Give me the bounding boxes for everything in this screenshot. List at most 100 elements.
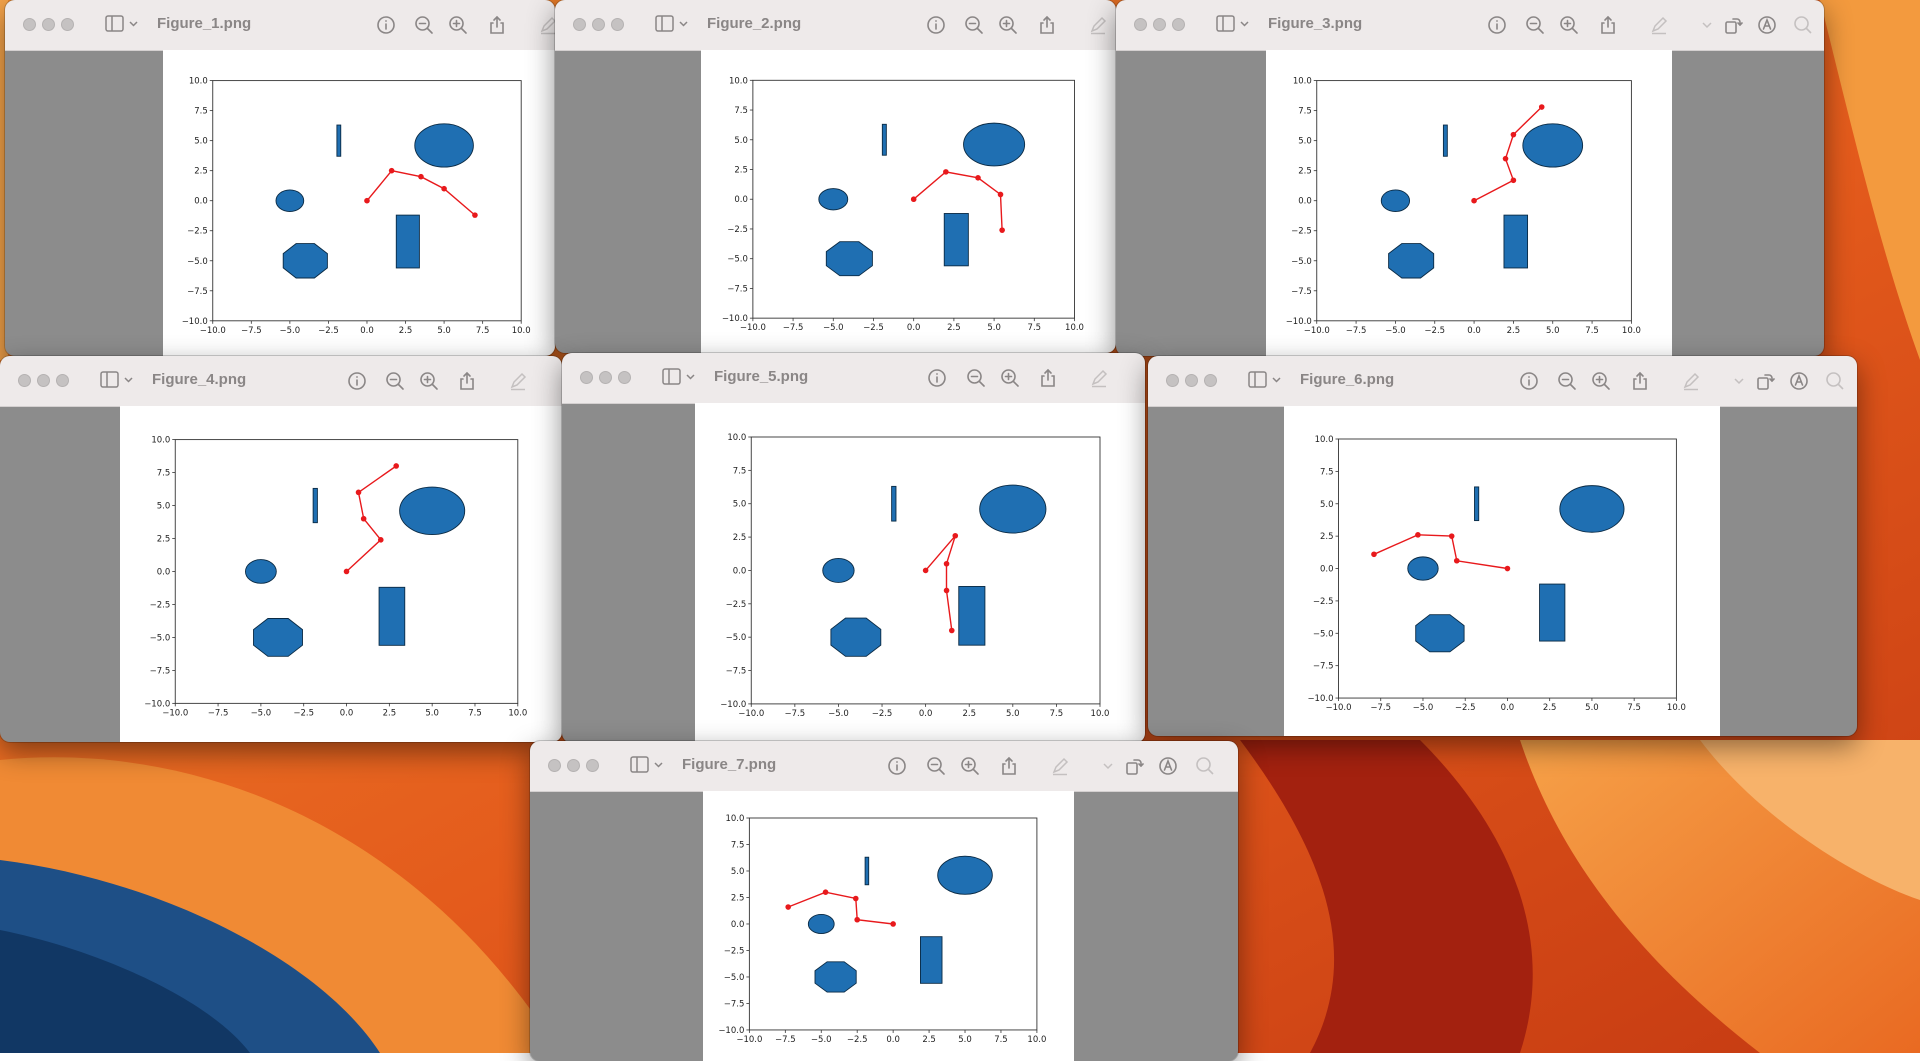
zoom-out-icon[interactable] <box>384 370 406 392</box>
window-titlebar[interactable]: Figure_2.png <box>555 0 1116 51</box>
window-titlebar[interactable]: Figure_5.png <box>562 353 1145 404</box>
zoom-button[interactable] <box>611 18 624 31</box>
share-icon[interactable] <box>1037 367 1059 389</box>
large-ellipse <box>414 123 474 168</box>
y-tick-label: −10.0 <box>182 317 208 327</box>
markup-pen-icon[interactable] <box>507 370 529 392</box>
preview-window[interactable]: Figure_5.png −10.0 −10.0 −7.5 −7.5 −5.0 −5.0 −2… <box>562 353 1145 743</box>
zoom-button[interactable] <box>61 18 74 31</box>
info-icon[interactable] <box>926 367 948 389</box>
zoom-out-icon[interactable] <box>925 755 947 777</box>
minimize-button[interactable] <box>567 759 580 772</box>
close-button[interactable] <box>580 371 593 384</box>
search-icon[interactable] <box>1194 755 1216 777</box>
zoom-in-icon[interactable] <box>418 370 440 392</box>
zoom-button[interactable] <box>618 371 631 384</box>
markup-pen-icon[interactable] <box>1680 370 1702 392</box>
zoom-button[interactable] <box>1204 374 1217 387</box>
zoom-out-icon[interactable] <box>1524 14 1546 36</box>
markup-pen-icon[interactable] <box>1648 14 1670 36</box>
zoom-out-icon[interactable] <box>965 367 987 389</box>
share-icon[interactable] <box>1597 14 1619 36</box>
minimize-button[interactable] <box>1153 18 1166 31</box>
chevron-down-icon[interactable] <box>1097 755 1113 777</box>
preview-window[interactable]: Figure_3.png −10.0 −10.0 −7.5 −7.5 −5.0 −5.0 −2… <box>1116 0 1824 356</box>
rotate-icon[interactable] <box>1722 14 1744 36</box>
window-controls[interactable] <box>1166 374 1223 392</box>
zoom-in-icon[interactable] <box>447 14 469 36</box>
zoom-button[interactable] <box>586 759 599 772</box>
info-icon[interactable] <box>1486 14 1508 36</box>
sidebar-toggle-icon[interactable] <box>630 756 670 774</box>
preview-window[interactable]: Figure_4.png −10.0 −10.0 −7.5 −7.5 −5.0 −5.0 −2… <box>0 356 562 742</box>
sidebar-toggle-icon[interactable] <box>105 15 145 33</box>
markup-circle-icon[interactable] <box>1157 755 1179 777</box>
info-icon[interactable] <box>886 755 908 777</box>
markup-pen-icon[interactable] <box>537 14 555 36</box>
preview-window[interactable]: Figure_6.png −10.0 −10.0 −7.5 −7.5 −5.0 −5.0 −2… <box>1148 356 1857 736</box>
minimize-button[interactable] <box>599 371 612 384</box>
chevron-down-icon[interactable] <box>1728 370 1744 392</box>
search-icon[interactable] <box>1792 14 1814 36</box>
window-controls[interactable] <box>1134 18 1191 36</box>
preview-window[interactable]: Figure_1.png −10.0 −10.0 −7.5 −7.5 −5.0 −5.0 −2… <box>5 0 555 356</box>
close-button[interactable] <box>1134 18 1147 31</box>
markup-circle-icon[interactable] <box>1788 370 1810 392</box>
zoom-in-icon[interactable] <box>1558 14 1580 36</box>
zoom-in-icon[interactable] <box>959 755 981 777</box>
arm-chain-line <box>1373 534 1508 570</box>
window-controls[interactable] <box>548 759 605 777</box>
minimize-button[interactable] <box>592 18 605 31</box>
share-icon[interactable] <box>998 755 1020 777</box>
chevron-down-icon[interactable] <box>1696 14 1712 36</box>
window-controls[interactable] <box>580 371 637 389</box>
x-tick-label: 5.0 <box>1585 703 1599 713</box>
window-titlebar[interactable]: Figure_3.png <box>1116 0 1824 51</box>
zoom-out-icon[interactable] <box>1556 370 1578 392</box>
markup-circle-icon[interactable] <box>1756 14 1778 36</box>
window-titlebar[interactable]: Figure_6.png <box>1148 356 1857 407</box>
window-controls[interactable] <box>18 374 75 392</box>
zoom-in-icon[interactable] <box>1590 370 1612 392</box>
markup-pen-icon[interactable] <box>1049 755 1071 777</box>
zoom-out-icon[interactable] <box>963 14 985 36</box>
window-controls[interactable] <box>573 18 630 36</box>
info-icon[interactable] <box>375 14 397 36</box>
share-icon[interactable] <box>456 370 478 392</box>
share-icon[interactable] <box>1036 14 1058 36</box>
close-button[interactable] <box>23 18 36 31</box>
window-titlebar[interactable]: Figure_7.png <box>530 741 1238 792</box>
sidebar-toggle-icon[interactable] <box>655 15 695 33</box>
info-icon[interactable] <box>925 14 947 36</box>
close-button[interactable] <box>573 18 586 31</box>
sidebar-toggle-icon[interactable] <box>1248 371 1288 389</box>
share-icon[interactable] <box>1629 370 1651 392</box>
zoom-in-icon[interactable] <box>999 367 1021 389</box>
close-button[interactable] <box>548 759 561 772</box>
zoom-out-icon[interactable] <box>413 14 435 36</box>
minimize-button[interactable] <box>37 374 50 387</box>
preview-window[interactable]: Figure_7.png −10.0 −10.0 −7.5 −7.5 −5.0 −5.0 −2… <box>530 741 1238 1061</box>
sidebar-toggle-icon[interactable] <box>100 371 140 389</box>
zoom-button[interactable] <box>56 374 69 387</box>
info-icon[interactable] <box>1518 370 1540 392</box>
search-icon[interactable] <box>1824 370 1846 392</box>
info-icon[interactable] <box>346 370 368 392</box>
minimize-button[interactable] <box>1185 374 1198 387</box>
window-titlebar[interactable]: Figure_1.png <box>5 0 555 51</box>
window-controls[interactable] <box>23 18 80 36</box>
sidebar-toggle-icon[interactable] <box>1216 15 1256 33</box>
zoom-in-icon[interactable] <box>997 14 1019 36</box>
markup-pen-icon[interactable] <box>1087 14 1109 36</box>
minimize-button[interactable] <box>42 18 55 31</box>
rotate-icon[interactable] <box>1754 370 1776 392</box>
close-button[interactable] <box>18 374 31 387</box>
rotate-icon[interactable] <box>1123 755 1145 777</box>
window-titlebar[interactable]: Figure_4.png <box>0 356 562 407</box>
close-button[interactable] <box>1166 374 1179 387</box>
markup-pen-icon[interactable] <box>1088 367 1110 389</box>
zoom-button[interactable] <box>1172 18 1185 31</box>
share-icon[interactable] <box>486 14 508 36</box>
sidebar-toggle-icon[interactable] <box>662 368 702 386</box>
preview-window[interactable]: Figure_2.png −10.0 −10.0 −7.5 −7.5 −5.0 −5.0 −2… <box>555 0 1116 353</box>
